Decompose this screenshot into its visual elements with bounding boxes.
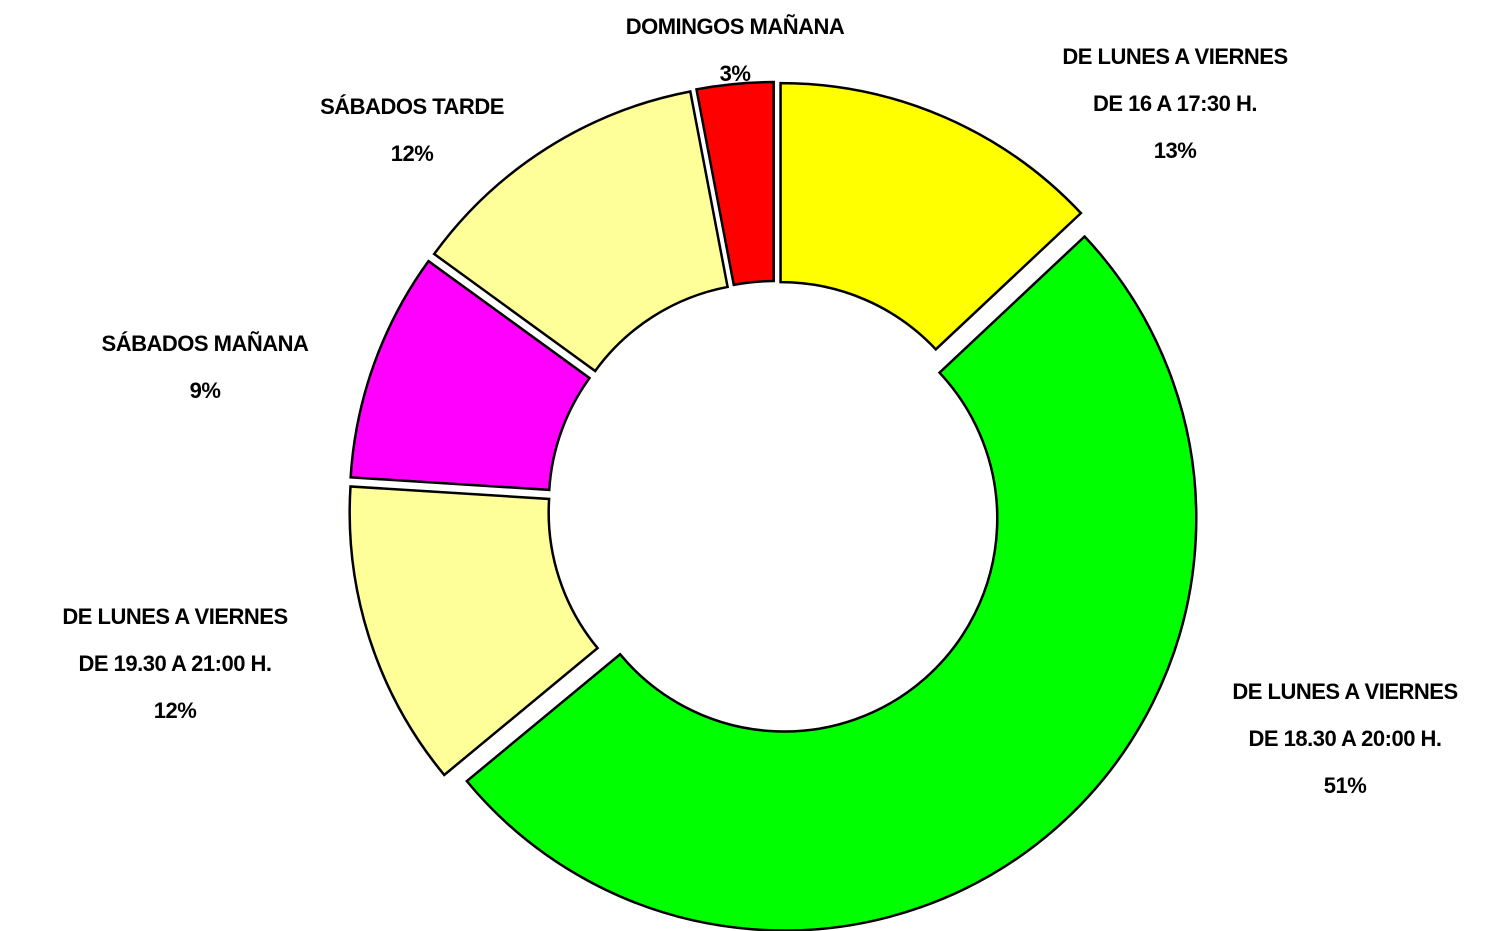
slice-label: DE LUNES A VIERNES — [1062, 44, 1287, 69]
value-label: 51% — [1324, 773, 1367, 798]
donut-slice — [348, 485, 600, 777]
donut-slice — [465, 234, 1198, 931]
slice-label: DE 19.30 A 21:00 H. — [78, 651, 271, 676]
slice-label: DE LUNES A VIERNES — [1232, 679, 1457, 704]
donut-slice — [695, 80, 775, 287]
slice-label: SÁBADOS TARDE — [320, 94, 504, 119]
donut-slice — [432, 90, 730, 373]
value-label: 3% — [720, 61, 751, 86]
value-label: 9% — [190, 378, 221, 403]
slice-label: SÁBADOS MAÑANA — [102, 331, 310, 356]
slice-label: DE 16 A 17:30 H. — [1093, 91, 1257, 116]
slice-label: DE LUNES A VIERNES — [62, 604, 287, 629]
donut-slice — [349, 259, 592, 492]
slice-label: DOMINGOS MAÑANA — [626, 14, 845, 39]
slice-label: DE 18.30 A 20:00 H. — [1248, 726, 1441, 751]
value-label: 12% — [391, 141, 434, 166]
donut-slice — [779, 81, 1083, 352]
value-label: 13% — [1154, 138, 1197, 163]
value-label: 12% — [154, 698, 197, 723]
